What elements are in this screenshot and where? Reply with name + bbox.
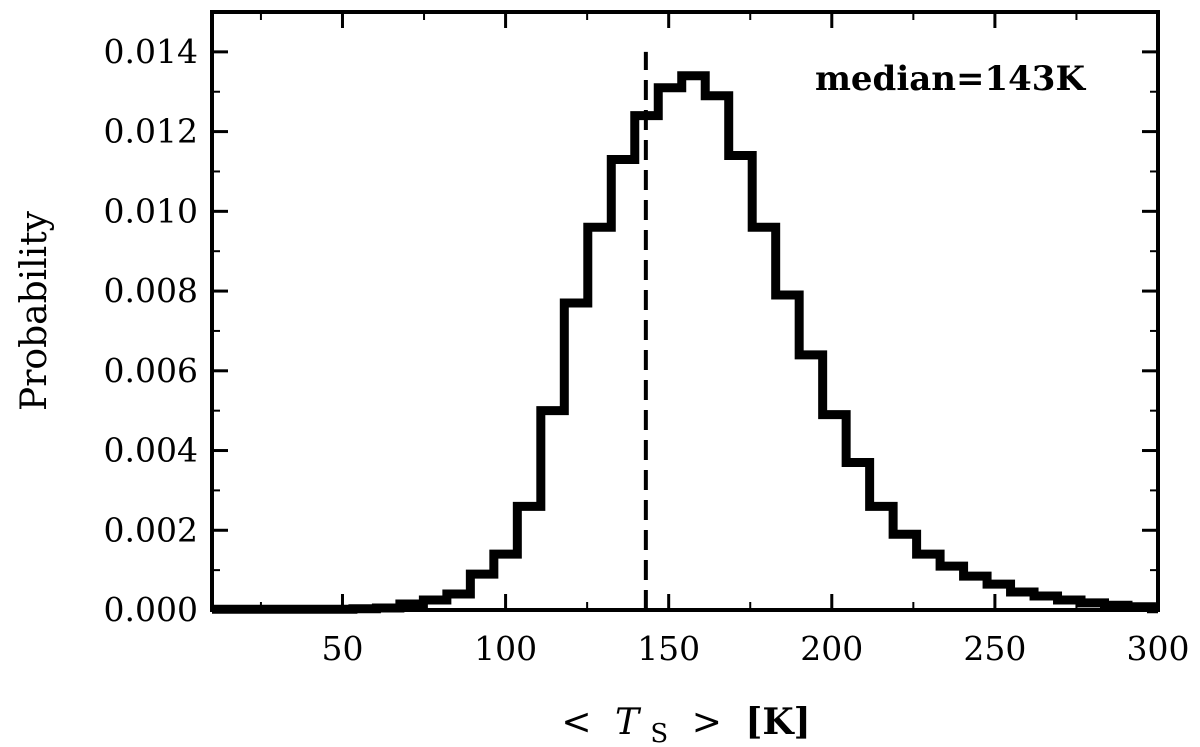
y-tick-label: 0.010: [104, 191, 198, 230]
y-tick-label: 0.000: [104, 590, 198, 629]
x-axis-title-close: >: [692, 702, 722, 743]
x-tick-label: 150: [637, 629, 700, 668]
x-tick-label: 250: [963, 629, 1026, 668]
y-axis-title: Probability: [14, 210, 55, 411]
x-axis-title-open: <: [561, 702, 591, 743]
y-tick-label: 0.012: [104, 112, 198, 151]
x-axis-title-unit: [K]: [745, 701, 810, 743]
y-tick-labels: 0.000 0.002 0.004 0.006 0.008 0.010 0.012 0.014: [104, 32, 198, 629]
x-axis-title: < T S > [K]: [561, 701, 810, 747]
y-tick-label: 0.008: [104, 271, 198, 310]
x-tick-labels: 50 100 150 200 250 300: [321, 629, 1189, 668]
x-tick-label: 200: [800, 629, 863, 668]
x-tick-label: 100: [474, 629, 537, 668]
median-annotation: median=143K: [815, 59, 1087, 99]
x-axis-title-var: T: [615, 702, 642, 743]
plot-frame: [210, 10, 1160, 612]
y-tick-label: 0.002: [104, 510, 198, 549]
y-tick-label: 0.004: [104, 431, 198, 470]
x-tick-label: 300: [1127, 629, 1190, 668]
axis-ticks: [212, 12, 1160, 612]
y-tick-label: 0.006: [104, 351, 198, 390]
x-axis-title-sub: S: [650, 719, 668, 747]
x-tick-label: 50: [321, 629, 363, 668]
y-tick-label: 0.014: [104, 32, 198, 71]
histogram-step-line: [212, 71, 1158, 614]
